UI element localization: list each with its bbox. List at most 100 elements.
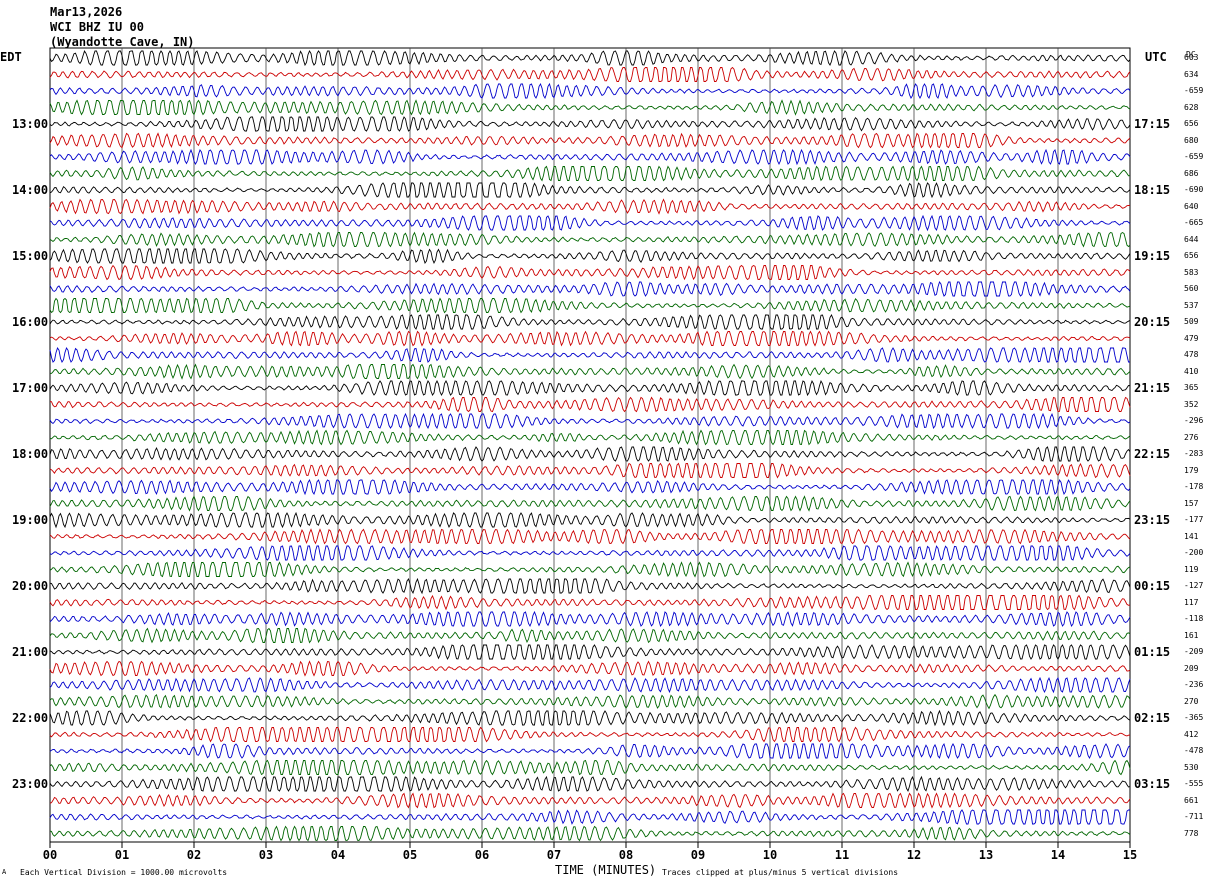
chart-station: WCI BHZ IU 00 [50,20,144,34]
dc-value-label: -209 [1184,647,1204,656]
left-hour-label: 16:00 [12,315,49,329]
x-tick-label: 01 [115,848,129,862]
right-hour-label: 19:15 [1134,249,1171,263]
trace-line [49,644,1131,661]
trace-line [49,412,1131,430]
trace-line [49,528,1131,545]
dc-value-label: 560 [1184,284,1199,293]
dc-value-label: -365 [1184,713,1204,722]
dc-value-label: 209 [1184,663,1199,673]
left-hour-label: 23:00 [12,777,49,791]
trace-line [49,775,1131,792]
right-hour-label: 03:15 [1134,777,1171,791]
dc-value-label: -555 [1184,779,1204,788]
right-hour-label: 02:15 [1134,711,1171,725]
dc-value-label: -711 [1184,812,1204,821]
dc-value-label: 583 [1184,267,1199,277]
dc-value-label: 365 [1184,383,1199,392]
trace-line [49,446,1131,462]
dc-value-label: 656 [1184,119,1199,128]
dc-value-label: 410 [1184,366,1199,376]
x-tick-label: 13 [979,848,993,862]
trace-line [49,313,1131,330]
dc-value-label: 119 [1184,564,1199,574]
dc-value-label: 117 [1184,597,1199,607]
trace-line [49,577,1131,595]
dc-value-label: 778 [1184,828,1199,838]
right-hour-label: 18:15 [1134,183,1171,197]
dc-value-label: 479 [1184,333,1199,343]
chart-location: (Wyandotte Cave, IN) [50,35,195,49]
trace-line [49,116,1131,132]
dc-value-label: 686 [1184,168,1199,178]
trace-line [49,346,1130,363]
dc-value-label: -200 [1184,548,1204,557]
trace-line [49,594,1131,611]
x-axis-title: TIME (MINUTES) [555,863,657,877]
x-tick-label: 09 [691,848,705,862]
trace-line [49,759,1131,776]
left-hour-label: 22:00 [12,711,49,725]
x-tick-label: 14 [1051,848,1065,862]
trace-line [49,825,1131,842]
dc-value-label: 530 [1184,762,1199,772]
left-timezone-label: EDT [0,50,22,64]
trace-line [49,511,1131,529]
right-hour-label: 23:15 [1134,513,1171,527]
trace-line [49,742,1131,760]
dc-value-label: -659 [1184,152,1204,161]
trace-line [49,231,1131,248]
dc-value-label: -665 [1184,218,1204,227]
x-tick-label: 03 [259,848,273,862]
trace-line [49,478,1131,496]
trace-line [49,545,1131,561]
right-hour-label: 21:15 [1134,381,1171,395]
trace-line [49,66,1131,82]
x-tick-label: 15 [1123,848,1137,862]
dc-value-label: 276 [1184,432,1199,442]
trace-line [49,148,1131,166]
trace-line [49,726,1131,743]
dc-value-label: -236 [1184,680,1204,689]
trace-line [49,330,1131,347]
trace-line [49,248,1131,264]
left-hour-label: 14:00 [12,183,49,197]
dc-value-label: 179 [1184,465,1199,475]
right-timezone-label: UTC [1145,50,1167,64]
dc-value-label: 412 [1184,729,1199,739]
plot-grid [49,47,1131,843]
dc-value-label: 656 [1184,251,1199,260]
dc-value-label: -178 [1184,482,1204,491]
trace-line [49,182,1131,199]
left-hour-label: 20:00 [12,579,49,593]
dc-value-label: 478 [1184,350,1199,359]
trace-line [49,693,1131,710]
trace-line [49,214,1131,232]
trace-line [49,792,1131,809]
chart-date: Mar13,2026 [50,5,123,19]
trace-line [50,396,1131,413]
trace-line [49,82,1131,100]
dc-value-label: 628 [1184,102,1199,112]
x-tick-label: 10 [763,848,777,862]
trace-line [49,165,1131,182]
dc-value-label: 640 [1184,201,1199,211]
trace-line [49,363,1131,380]
dc-value-label: 644 [1184,234,1199,244]
trace-line [49,264,1131,281]
right-hour-label: 17:15 [1134,117,1171,131]
x-tick-label: 06 [475,848,489,862]
dc-value-label: -296 [1184,416,1204,425]
x-tick-label: 12 [907,848,921,862]
trace-line [49,627,1131,644]
dc-value-label: 603 [1184,53,1199,62]
right-hour-label: 20:15 [1134,315,1171,329]
trace-line [49,809,1130,825]
dc-value-label: 661 [1184,795,1199,805]
trace-line [49,297,1131,314]
right-hour-label: 00:15 [1134,579,1171,593]
dc-value-label: 634 [1184,69,1199,79]
trace-line [49,561,1131,578]
trace-line [49,610,1131,628]
